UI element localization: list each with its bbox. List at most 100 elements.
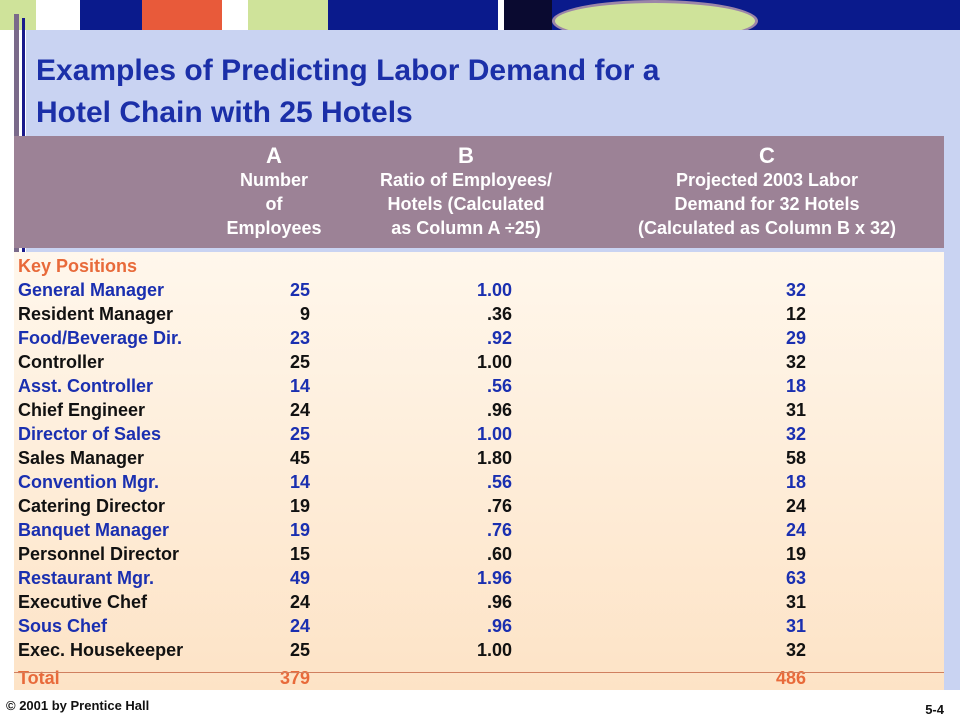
column-desc-line: Demand for 32 Hotels [674, 194, 860, 214]
value-a: 14 [289, 376, 310, 396]
value-a: 25 [289, 424, 310, 444]
value-a: 25 [289, 640, 310, 660]
decor-block [498, 0, 504, 30]
value-a: 19 [289, 520, 310, 540]
position-name: Restaurant Mgr. [18, 568, 155, 588]
table-row: Asst. Controller 14 .56 18 [14, 374, 944, 398]
value-a: 9 [299, 304, 310, 324]
column-desc-line: Employees [226, 218, 322, 238]
value-b: .60 [486, 544, 512, 564]
value-c: 12 [785, 304, 806, 324]
value-c: 58 [785, 448, 806, 468]
value-b: .76 [486, 496, 512, 516]
value-c: 31 [785, 592, 806, 612]
position-name: Asst. Controller [18, 376, 154, 396]
copyright: © 2001 by Prentice Hall [6, 698, 150, 713]
position-name: Catering Director [18, 496, 166, 516]
value-a: 23 [289, 328, 310, 348]
section-label-row: Key Positions [14, 254, 944, 278]
value-c: 24 [785, 520, 806, 540]
value-c: 18 [785, 376, 806, 396]
value-a: 45 [289, 448, 310, 468]
position-name: Resident Manager [18, 304, 174, 324]
table-row: Director of Sales 25 1.00 32 [14, 422, 944, 446]
column-b-header: B Ratio of Employees/ Hotels (Calculated… [346, 144, 586, 240]
section-label: Key Positions [18, 256, 138, 276]
position-name: Chief Engineer [18, 400, 146, 420]
position-name: Convention Mgr. [18, 472, 159, 492]
title-line-1: Examples of Predicting Labor Demand for … [36, 54, 660, 87]
value-a: 14 [289, 472, 310, 492]
table-row: Banquet Manager 19 .76 24 [14, 518, 944, 542]
value-a: 24 [289, 616, 310, 636]
slide-title: Examples of Predicting Labor Demand for … [36, 50, 916, 134]
value-a: 24 [289, 400, 310, 420]
value-c: 32 [785, 280, 806, 300]
decor-block [248, 0, 328, 30]
value-b: 1.00 [476, 280, 512, 300]
column-desc-line: Ratio of Employees/ [379, 170, 553, 190]
position-name: Exec. Housekeeper [18, 640, 184, 660]
total-label: Total [18, 668, 60, 688]
table-body: Key Positions General Manager 25 1.00 32… [14, 252, 944, 690]
table-row: Convention Mgr. 14 .56 18 [14, 470, 944, 494]
column-c-header: C Projected 2003 Labor Demand for 32 Hot… [592, 144, 942, 240]
position-name: Controller [18, 352, 105, 372]
table-row: Food/Beverage Dir. 23 .92 29 [14, 326, 944, 350]
position-name: Executive Chef [18, 592, 148, 612]
column-desc-line: Hotels (Calculated [387, 194, 545, 214]
table-row: Restaurant Mgr. 49 1.96 63 [14, 566, 944, 590]
value-c: 19 [785, 544, 806, 564]
position-name: General Manager [18, 280, 165, 300]
position-name: Food/Beverage Dir. [18, 328, 183, 348]
table-row: Sales Manager 45 1.80 58 [14, 446, 944, 470]
value-b: .96 [486, 400, 512, 420]
value-b: 1.00 [476, 424, 512, 444]
table-header: A Number of Employees B Ratio of Employe… [14, 136, 944, 248]
value-b: .36 [486, 304, 512, 324]
value-b: 1.96 [476, 568, 512, 588]
value-c: 32 [785, 424, 806, 444]
position-name: Director of Sales [18, 424, 162, 444]
position-name: Banquet Manager [18, 520, 170, 540]
value-c: 31 [785, 400, 806, 420]
page-number: 5-4 [925, 702, 944, 717]
value-a: 15 [289, 544, 310, 564]
table-row: Catering Director 19 .76 24 [14, 494, 944, 518]
value-b: 1.00 [476, 352, 512, 372]
column-desc-line: (Calculated as Column B x 32) [637, 218, 897, 238]
value-a: 25 [289, 280, 310, 300]
value-a: 49 [289, 568, 310, 588]
decor-block [222, 0, 248, 30]
decor-block [142, 0, 222, 30]
table-row: Executive Chef 24 .96 31 [14, 590, 944, 614]
total-value-a: 379 [279, 668, 310, 688]
value-c: 18 [785, 472, 806, 492]
table-row: Controller 25 1.00 32 [14, 350, 944, 374]
value-b: 1.80 [476, 448, 512, 468]
value-b: .56 [486, 472, 512, 492]
value-b: .56 [486, 376, 512, 396]
decor-block [36, 0, 80, 30]
value-b: 1.00 [476, 640, 512, 660]
column-desc-line: of [265, 194, 283, 214]
value-c: 63 [785, 568, 806, 588]
table-row: Sous Chef 24 .96 31 [14, 614, 944, 638]
column-letter: A [266, 143, 282, 168]
value-c: 32 [785, 640, 806, 660]
title-line-2: Hotel Chain with 25 Hotels [36, 96, 413, 129]
column-letter: C [759, 143, 775, 168]
value-c: 29 [785, 328, 806, 348]
table-row: Personnel Director 15 .60 19 [14, 542, 944, 566]
value-a: 19 [289, 496, 310, 516]
position-name: Sales Manager [18, 448, 145, 468]
value-c: 24 [785, 496, 806, 516]
column-letter: B [458, 143, 474, 168]
total-row: Total 379 486 [14, 666, 944, 690]
table-row: General Manager 25 1.00 32 [14, 278, 944, 302]
value-b: .96 [486, 616, 512, 636]
table-row: Resident Manager 9 .36 12 [14, 302, 944, 326]
total-value-c: 486 [775, 668, 806, 688]
table-row: Exec. Housekeeper 25 1.00 32 [14, 638, 944, 662]
column-desc-line: Projected 2003 Labor [675, 170, 859, 190]
